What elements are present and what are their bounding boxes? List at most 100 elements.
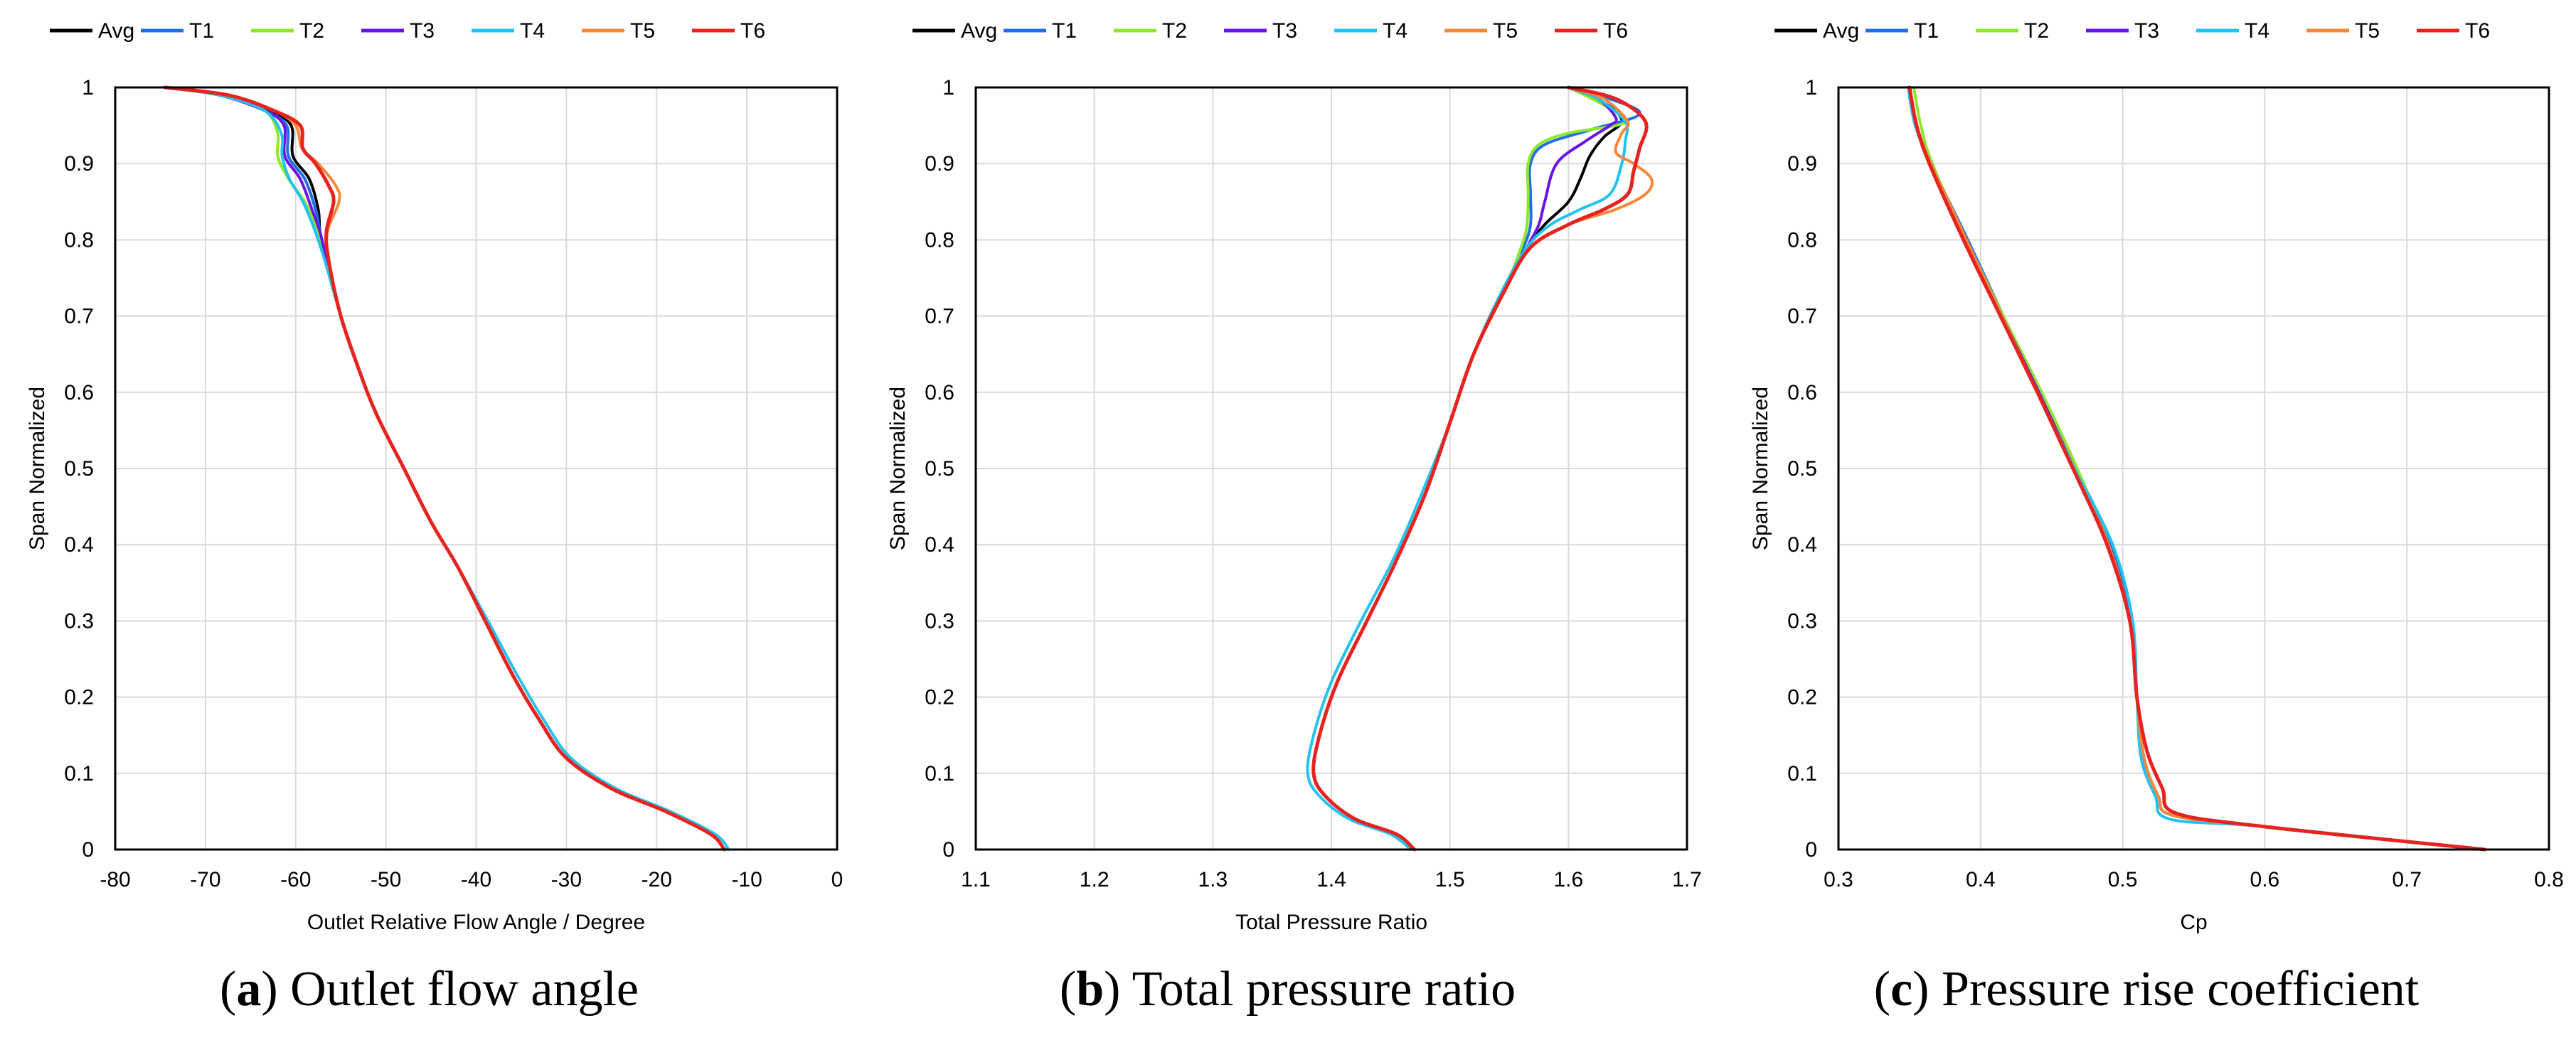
y-axis-label: Span Normalized xyxy=(886,387,910,550)
legend-label: T5 xyxy=(1493,19,1518,43)
y-axis-label: Span Normalized xyxy=(1749,387,1772,550)
x-tick-label: -60 xyxy=(280,868,311,891)
legend-label: T2 xyxy=(299,19,324,43)
x-tick-label: 1.3 xyxy=(1198,868,1228,891)
x-tick-label: -30 xyxy=(551,868,582,891)
legend-item-t5: T5 xyxy=(2306,19,2380,43)
x-tick-label: -50 xyxy=(371,868,401,891)
y-tick-label: 0.2 xyxy=(925,686,954,709)
legend-label: T6 xyxy=(2465,19,2490,43)
legend-item-t6: T6 xyxy=(2417,19,2490,43)
x-tick-label: 1.7 xyxy=(1672,868,1702,891)
x-tick-label: 0.6 xyxy=(2250,868,2280,891)
y-tick-label: 0.1 xyxy=(1787,762,1817,786)
legend-item-t1: T1 xyxy=(1004,19,1077,43)
legend-item-t3: T3 xyxy=(361,19,435,43)
series-line-t6 xyxy=(163,85,726,852)
y-tick-label: 0 xyxy=(942,838,954,862)
series-line-t6 xyxy=(1311,85,1649,852)
y-tick-label: 0.8 xyxy=(64,228,94,252)
legend-item-t4: T4 xyxy=(1334,19,1407,43)
legend-label: T2 xyxy=(1162,19,1187,43)
y-tick-label: 0.4 xyxy=(1787,533,1817,557)
y-tick-label: 0.8 xyxy=(1787,228,1817,252)
legend-item-t1: T1 xyxy=(141,19,214,43)
y-tick-label: 0.4 xyxy=(64,533,94,557)
x-axis-label: Cp xyxy=(2180,911,2207,934)
x-axis-label: Outlet Relative Flow Angle / Degree xyxy=(307,911,645,934)
caption-b: (b) Total pressure ratio xyxy=(1059,962,1516,1017)
x-tick-label: -70 xyxy=(190,868,220,891)
x-tick-label: 0.3 xyxy=(1824,868,1853,891)
y-tick-label: 0.6 xyxy=(1787,381,1817,405)
x-tick-label: -80 xyxy=(100,868,130,891)
x-tick-label: 0.8 xyxy=(2534,868,2564,891)
y-tick-label: 0.1 xyxy=(64,762,94,786)
x-tick-label: 0 xyxy=(831,868,843,891)
legend-item-t1: T1 xyxy=(1866,19,1939,43)
legend-label: Avg xyxy=(98,19,134,43)
legend-item-t2: T2 xyxy=(251,19,324,43)
legend-label: T4 xyxy=(1383,19,1407,43)
x-tick-label: 0.7 xyxy=(2392,868,2422,891)
legend-label: T3 xyxy=(410,19,435,43)
plot-frame xyxy=(114,86,839,851)
legend-item-avg: Avg xyxy=(912,19,997,43)
legend-item-t2: T2 xyxy=(1114,19,1187,43)
chart-1: -80 -70 -60 -50 -40 -30 -20 -10 0 0 0.1 0.2 0.3 0.4 0.… xyxy=(26,19,843,934)
legend-label: Avg xyxy=(961,19,997,43)
y-tick-label: 0.5 xyxy=(64,457,94,481)
x-tick-label: -10 xyxy=(731,868,762,891)
y-tick-label: 0.4 xyxy=(925,533,954,557)
x-tick-label: -20 xyxy=(642,868,672,891)
y-tick-label: 0.9 xyxy=(925,152,954,176)
legend-item-t6: T6 xyxy=(692,19,765,43)
legend-label: T6 xyxy=(1603,19,1628,43)
legend-label: T1 xyxy=(189,19,214,43)
y-tick-label: 0 xyxy=(82,838,94,862)
x-tick-label: 1.2 xyxy=(1080,868,1109,891)
y-tick-label: 1 xyxy=(942,76,954,100)
y-tick-label: 0.1 xyxy=(925,762,954,786)
y-tick-label: 0.3 xyxy=(1787,609,1817,633)
legend-label: T5 xyxy=(2355,19,2380,43)
legend-label: T1 xyxy=(1052,19,1077,43)
legend-item-t4: T4 xyxy=(2196,19,2269,43)
y-tick-label: 0.9 xyxy=(1787,152,1817,176)
legend-item-t3: T3 xyxy=(1224,19,1297,43)
x-tick-label: 0.5 xyxy=(2108,868,2138,891)
plot-frame xyxy=(1837,86,2550,851)
legend-item-t4: T4 xyxy=(472,19,545,43)
y-tick-label: 0.3 xyxy=(64,609,94,633)
plot-frame xyxy=(974,86,1688,851)
legend-label: T3 xyxy=(2134,19,2159,43)
x-tick-label: 1.1 xyxy=(961,868,991,891)
legend-item-avg: Avg xyxy=(50,19,134,43)
legend-label: Avg xyxy=(1823,19,1859,43)
legend-label: T4 xyxy=(520,19,545,43)
y-axis-label: Span Normalized xyxy=(26,387,49,550)
chart-2: 1.1 1.2 1.3 1.4 1.5 1.6 1.7 0 0.1 0.2 0.3 0.4 0.5 0.6… xyxy=(886,19,1702,934)
x-axis-label: Total Pressure Ratio xyxy=(1235,911,1427,934)
y-tick-label: 0 xyxy=(1805,838,1817,862)
y-tick-label: 0.7 xyxy=(925,305,954,328)
y-tick-label: 0.6 xyxy=(925,381,954,405)
legend-item-t5: T5 xyxy=(582,19,655,43)
y-tick-label: 0.9 xyxy=(64,152,94,176)
x-tick-label: 1.5 xyxy=(1435,868,1465,891)
caption-c: (c) Pressure rise coefficient xyxy=(1873,962,2420,1017)
y-tick-label: 1 xyxy=(1805,76,1817,100)
legend-item-t6: T6 xyxy=(1555,19,1628,43)
chart-3: 0.3 0.4 0.5 0.6 0.7 0.8 0 0.1 0.2 0.3 0.4 0.5 0.6 0.7… xyxy=(1749,19,2564,934)
legend-label: T6 xyxy=(740,19,765,43)
y-tick-label: 0.7 xyxy=(1787,305,1817,328)
y-tick-label: 0.7 xyxy=(64,305,94,328)
legend-item-t5: T5 xyxy=(1444,19,1518,43)
y-tick-label: 0.5 xyxy=(925,457,954,481)
legend-item-t2: T2 xyxy=(1976,19,2049,43)
legend-label: T1 xyxy=(1914,19,1939,43)
y-tick-label: 0.8 xyxy=(925,228,954,252)
legend-item-avg: Avg xyxy=(1774,19,1859,43)
legend-label: T3 xyxy=(1272,19,1297,43)
